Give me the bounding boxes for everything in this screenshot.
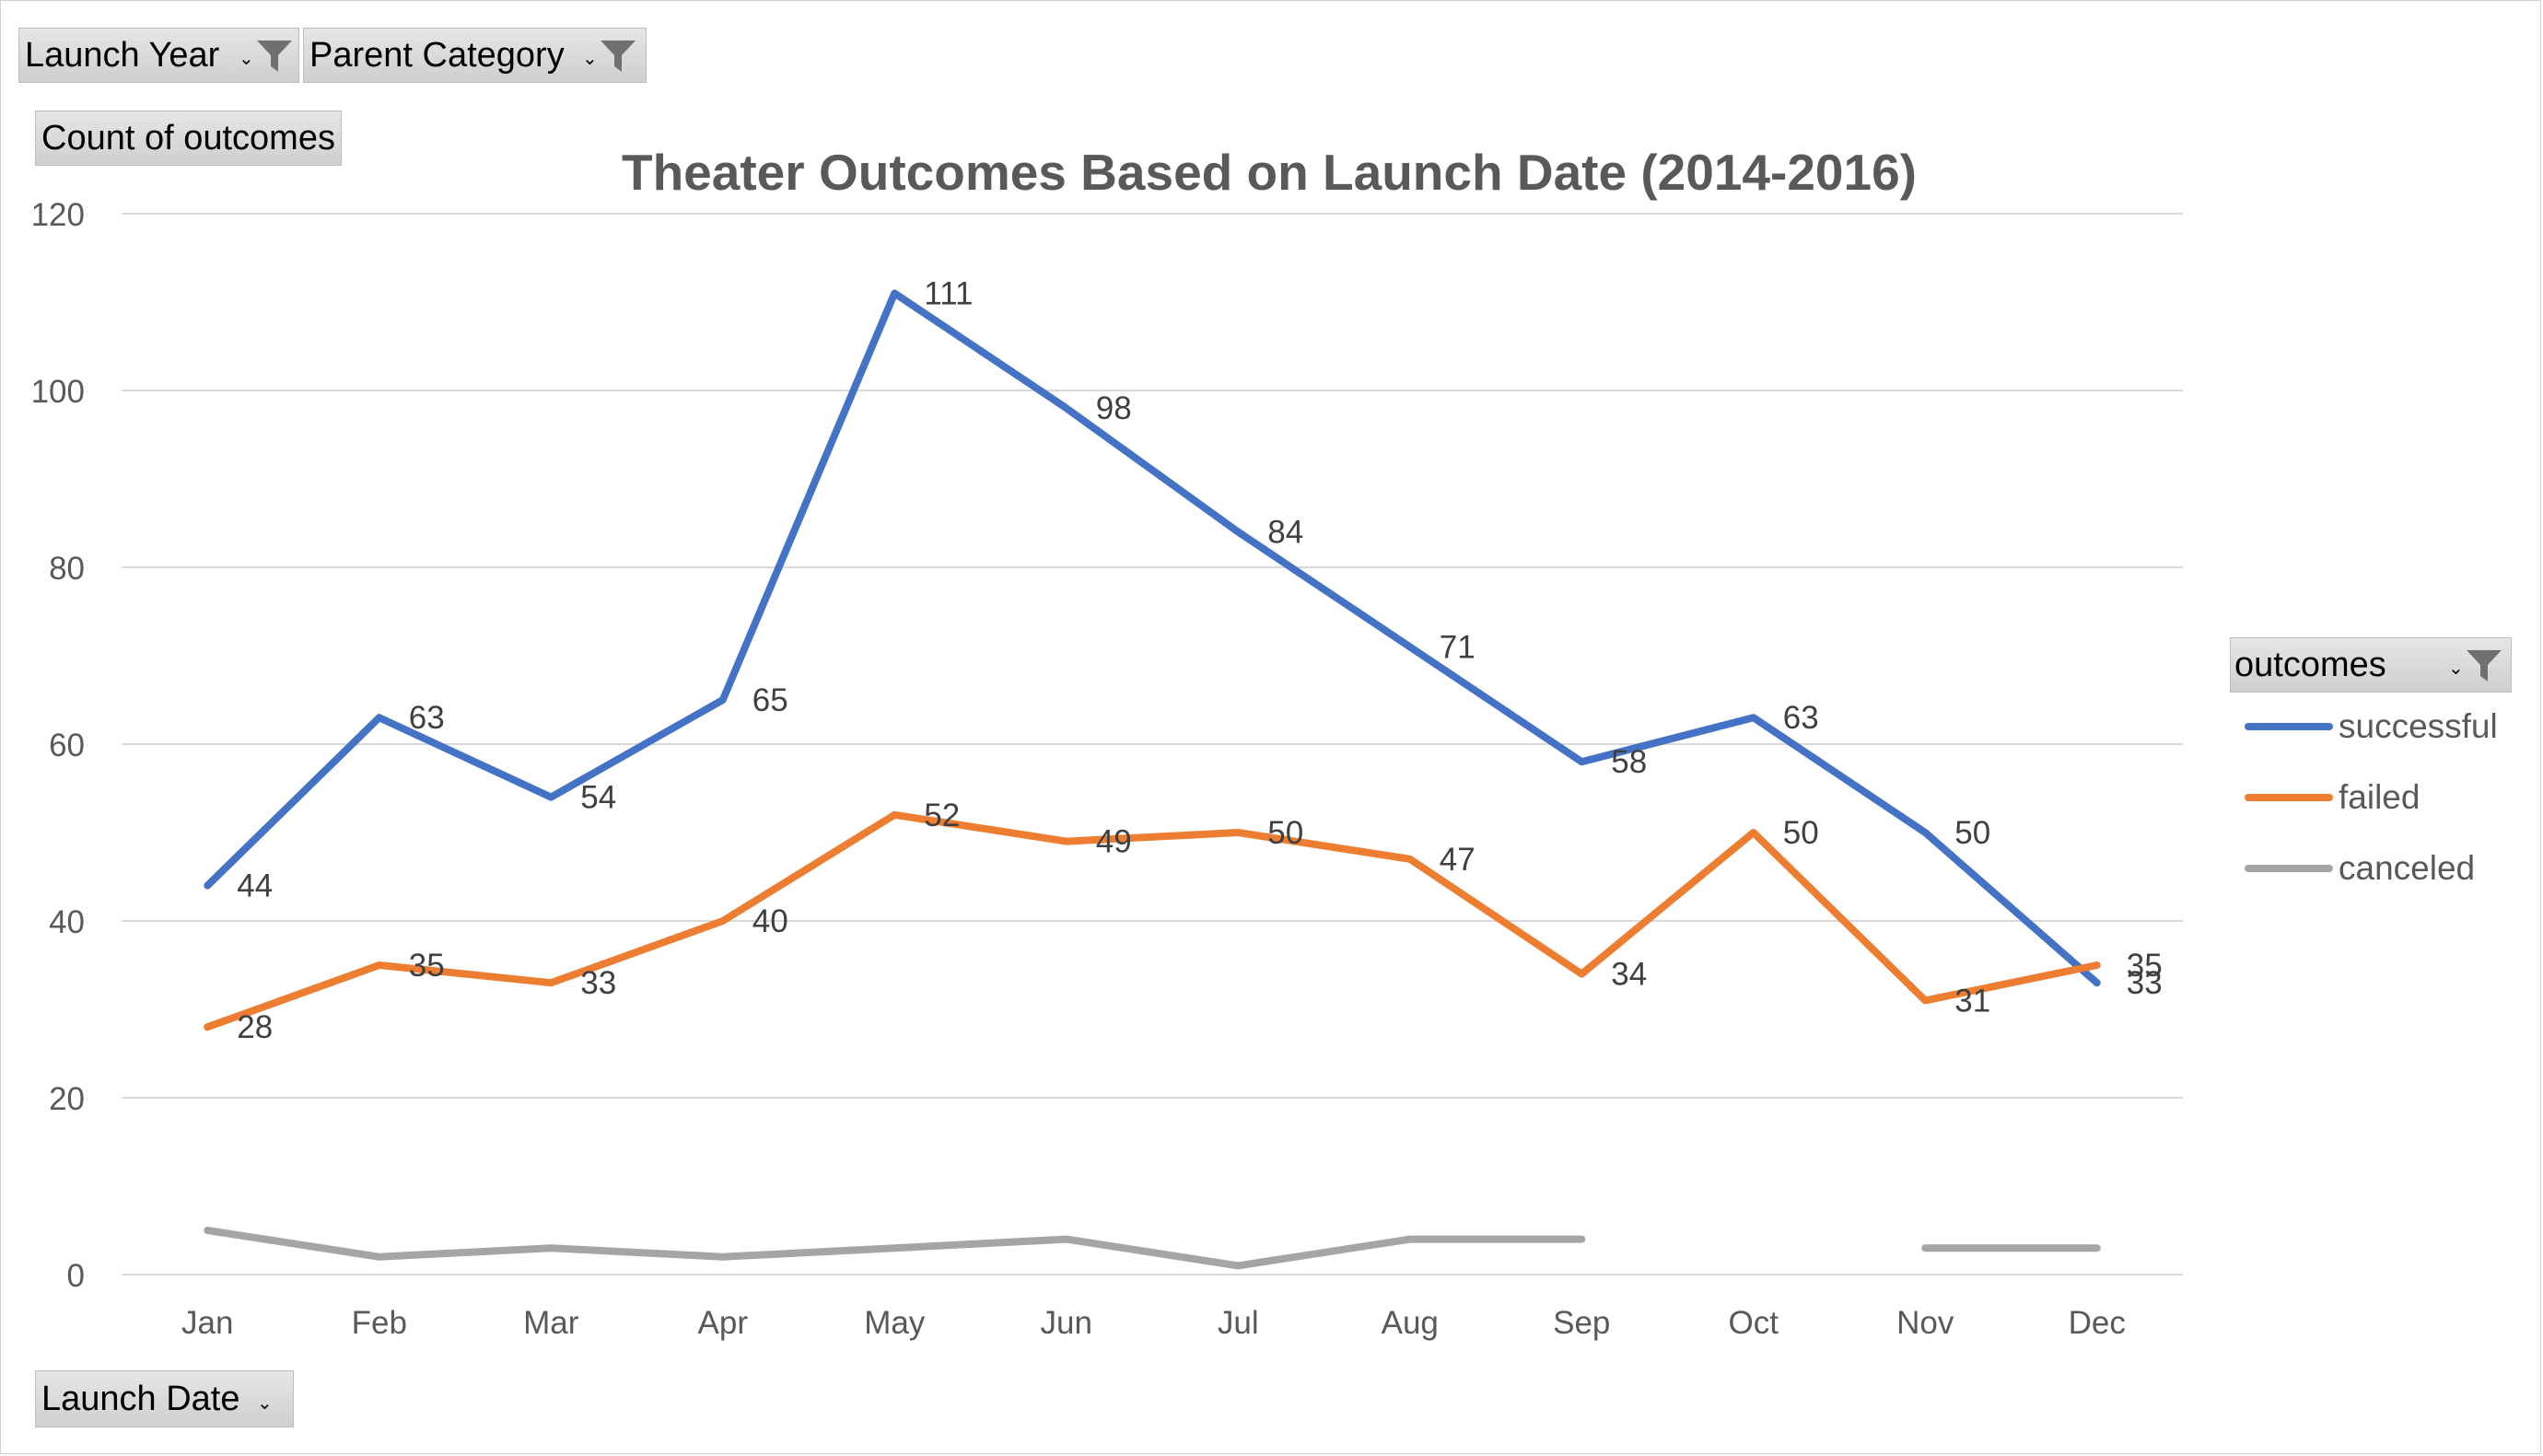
x-tick-label: Feb	[352, 1305, 407, 1341]
legend-field-label: outcomes	[2234, 645, 2386, 684]
data-label-failed: 50	[1267, 815, 1303, 851]
data-label-failed: 28	[237, 1009, 273, 1045]
x-tick-label: Apr	[698, 1305, 749, 1341]
dropdown-arrow-icon: ⌄	[582, 49, 598, 69]
x-tick-label: Dec	[2069, 1305, 2126, 1341]
axis-field-button[interactable]: Launch Date ⌄	[35, 1370, 294, 1427]
data-label-failed: 47	[1440, 842, 1476, 878]
data-label-successful: 33	[2127, 965, 2163, 1001]
y-tick-label: 20	[49, 1081, 85, 1117]
data-label-failed: 49	[1096, 824, 1132, 860]
x-tick-label: Oct	[1729, 1305, 1779, 1341]
x-tick-label: Mar	[523, 1305, 579, 1341]
chart-title: Theater Outcomes Based on Launch Date (2…	[622, 144, 1917, 201]
x-tick-label: May	[864, 1305, 926, 1341]
data-label-successful: 98	[1096, 390, 1132, 426]
filter-funnel-icon	[601, 41, 636, 72]
legend-swatch	[2245, 794, 2333, 801]
data-label-successful: 71	[1440, 629, 1476, 665]
y-tick-label: 40	[49, 904, 85, 940]
data-label-failed: 52	[924, 798, 960, 833]
data-label-successful: 63	[1783, 700, 1819, 736]
data-label-successful: 65	[752, 682, 788, 718]
parent-category-label: Parent Category	[309, 35, 565, 75]
data-label-successful: 44	[237, 868, 273, 904]
data-label-failed: 35	[2127, 948, 2163, 984]
legend-field-button[interactable]: outcomes ⌄	[2230, 637, 2512, 693]
series-line-failed	[204, 810, 2101, 1031]
data-label-failed: 35	[409, 948, 445, 984]
data-label-failed: 34	[1611, 957, 1647, 993]
filter-funnel-icon	[2467, 650, 2502, 681]
parent-category-filter-button[interactable]: Parent Category ⌄	[303, 28, 647, 83]
legend-label: canceled	[2339, 849, 2476, 887]
launch-year-filter-button[interactable]: Launch Year ⌄	[18, 28, 299, 83]
data-label-successful: 63	[409, 700, 445, 736]
launch-year-label: Launch Year	[25, 35, 220, 75]
data-label-successful: 54	[580, 780, 616, 816]
data-label-successful: 50	[1954, 815, 1990, 851]
axis-field-label: Launch Date	[41, 1379, 240, 1418]
y-tick-label: 60	[49, 728, 85, 763]
legend-item-failed[interactable]: failed	[2245, 778, 2420, 817]
legend-item-canceled[interactable]: canceled	[2245, 849, 2475, 888]
y-tick-label: 100	[31, 374, 85, 410]
dropdown-arrow-icon: ⌄	[257, 1393, 273, 1414]
series-line-canceled	[204, 1227, 1586, 1270]
data-label-failed: 50	[1783, 815, 1819, 851]
x-tick-label: Jul	[1218, 1305, 1259, 1341]
data-label-failed: 33	[580, 965, 616, 1001]
legend-swatch	[2245, 865, 2333, 872]
x-tick-label: Jan	[181, 1305, 233, 1341]
values-field-button[interactable]: Count of outcomes	[35, 111, 342, 166]
filter-funnel-icon	[257, 41, 292, 72]
x-tick-label: Jun	[1041, 1305, 1092, 1341]
y-tick-label: 120	[31, 197, 85, 233]
legend-label: failed	[2339, 778, 2421, 816]
series-line-successful	[204, 289, 2101, 987]
dropdown-arrow-icon: ⌄	[239, 49, 254, 69]
dropdown-arrow-icon: ⌄	[2448, 658, 2464, 679]
data-label-successful: 111	[924, 275, 973, 311]
data-label-failed: 31	[1954, 983, 1990, 1019]
legend-swatch	[2245, 723, 2333, 730]
x-tick-label: Nov	[1896, 1305, 1954, 1341]
x-tick-label: Aug	[1382, 1305, 1439, 1341]
legend-item-successful[interactable]: successful	[2245, 707, 2498, 746]
values-field-label: Count of outcomes	[41, 118, 335, 157]
data-label-successful: 58	[1611, 744, 1647, 780]
x-tick-label: Sep	[1553, 1305, 1610, 1341]
y-tick-label: 0	[67, 1258, 85, 1294]
data-label-failed: 40	[752, 903, 788, 939]
data-label-successful: 84	[1267, 515, 1303, 551]
y-tick-label: 80	[49, 551, 85, 587]
legend-label: successful	[2339, 707, 2498, 745]
